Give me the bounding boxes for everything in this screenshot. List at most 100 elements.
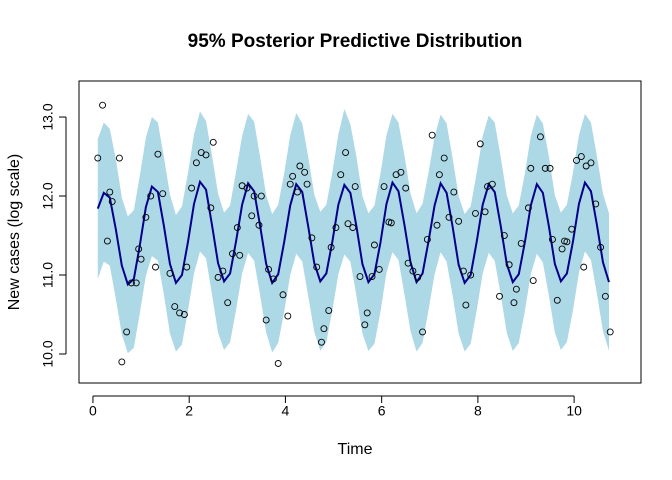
data-point — [500, 232, 508, 239]
data-point — [351, 183, 359, 190]
data-point — [265, 266, 273, 273]
data-point — [606, 328, 614, 336]
data-point — [529, 277, 537, 284]
data-point — [337, 171, 345, 179]
data-point — [308, 234, 316, 242]
data-point — [99, 101, 107, 109]
data-point — [462, 301, 470, 309]
data-point — [342, 149, 350, 157]
data-point — [115, 154, 123, 162]
data-point — [132, 279, 140, 287]
data-point — [303, 180, 311, 188]
data-point — [296, 162, 304, 170]
data-point — [147, 192, 155, 200]
data-point — [123, 328, 131, 336]
data-point — [541, 164, 549, 172]
data-point — [488, 180, 496, 188]
data-point — [573, 157, 580, 164]
data-point — [404, 259, 412, 267]
x-tick-label: 4 — [282, 403, 290, 419]
data-point — [349, 224, 357, 232]
data-point — [274, 360, 282, 367]
data-point — [332, 224, 340, 232]
data-point — [269, 275, 277, 283]
data-point — [176, 309, 184, 317]
data-point — [183, 263, 191, 271]
data-point — [546, 164, 554, 172]
credible-band — [97, 109, 610, 354]
data-point — [549, 236, 556, 243]
data-point — [380, 183, 388, 190]
x-tick-label: 0 — [89, 403, 97, 419]
data-point — [224, 299, 232, 307]
data-point — [243, 184, 251, 192]
data-point — [536, 133, 544, 141]
data-point — [435, 171, 443, 179]
data-point — [577, 153, 585, 160]
data-point — [108, 198, 116, 205]
data-point — [592, 200, 600, 208]
plot-box — [78, 80, 642, 384]
data-point — [476, 140, 484, 148]
data-point — [286, 180, 294, 188]
data-point — [318, 338, 325, 346]
data-point — [118, 358, 126, 366]
mean-line — [96, 179, 610, 287]
data-point — [325, 307, 333, 315]
data-point — [450, 188, 458, 196]
data-point — [558, 245, 566, 253]
data-point — [159, 190, 167, 198]
data-point — [262, 316, 270, 324]
data-point — [597, 243, 605, 251]
data-point — [387, 219, 395, 227]
data-point — [414, 273, 422, 281]
data-point — [236, 251, 244, 259]
x-tick-label: 10 — [566, 403, 582, 419]
data-point — [94, 154, 102, 162]
data-point — [517, 239, 525, 247]
data-point — [192, 159, 200, 167]
data-point — [327, 243, 335, 251]
data-point — [428, 131, 436, 139]
x-tick-label: 2 — [185, 403, 193, 419]
data-point — [472, 209, 479, 217]
data-point — [188, 184, 196, 192]
data-point — [209, 138, 217, 146]
data-point — [467, 271, 475, 279]
data-point — [496, 292, 503, 300]
data-point — [214, 273, 222, 281]
data-point — [154, 150, 162, 158]
data-point — [601, 292, 609, 300]
y-tick-label: 12.0 — [40, 182, 56, 209]
y-axis-label: New cases (log scale) — [6, 154, 23, 311]
data-point — [229, 250, 236, 258]
data-point — [423, 236, 431, 243]
data-point — [257, 192, 265, 200]
data-point — [293, 188, 301, 196]
data-point — [250, 192, 258, 200]
data-point — [279, 291, 287, 299]
data-point — [433, 221, 441, 229]
data-point — [166, 269, 174, 277]
data-point — [419, 328, 427, 336]
data-point — [397, 168, 405, 176]
data-point — [344, 220, 352, 228]
data-point — [127, 279, 135, 287]
data-point — [505, 261, 513, 269]
data-point — [106, 188, 114, 196]
data-point — [368, 273, 376, 281]
data-point — [582, 162, 590, 170]
y-tick-label: 10.0 — [40, 340, 56, 367]
data-point — [180, 311, 188, 318]
data-point — [587, 159, 595, 167]
data-point — [284, 312, 292, 320]
data-point — [524, 204, 532, 212]
data-point — [137, 255, 145, 263]
data-point — [233, 224, 241, 232]
x-tick-label: 8 — [474, 403, 482, 419]
data-point — [219, 267, 227, 275]
data-point — [135, 245, 143, 253]
data-point — [356, 273, 364, 281]
data-point — [248, 212, 256, 220]
data-point — [375, 266, 383, 273]
